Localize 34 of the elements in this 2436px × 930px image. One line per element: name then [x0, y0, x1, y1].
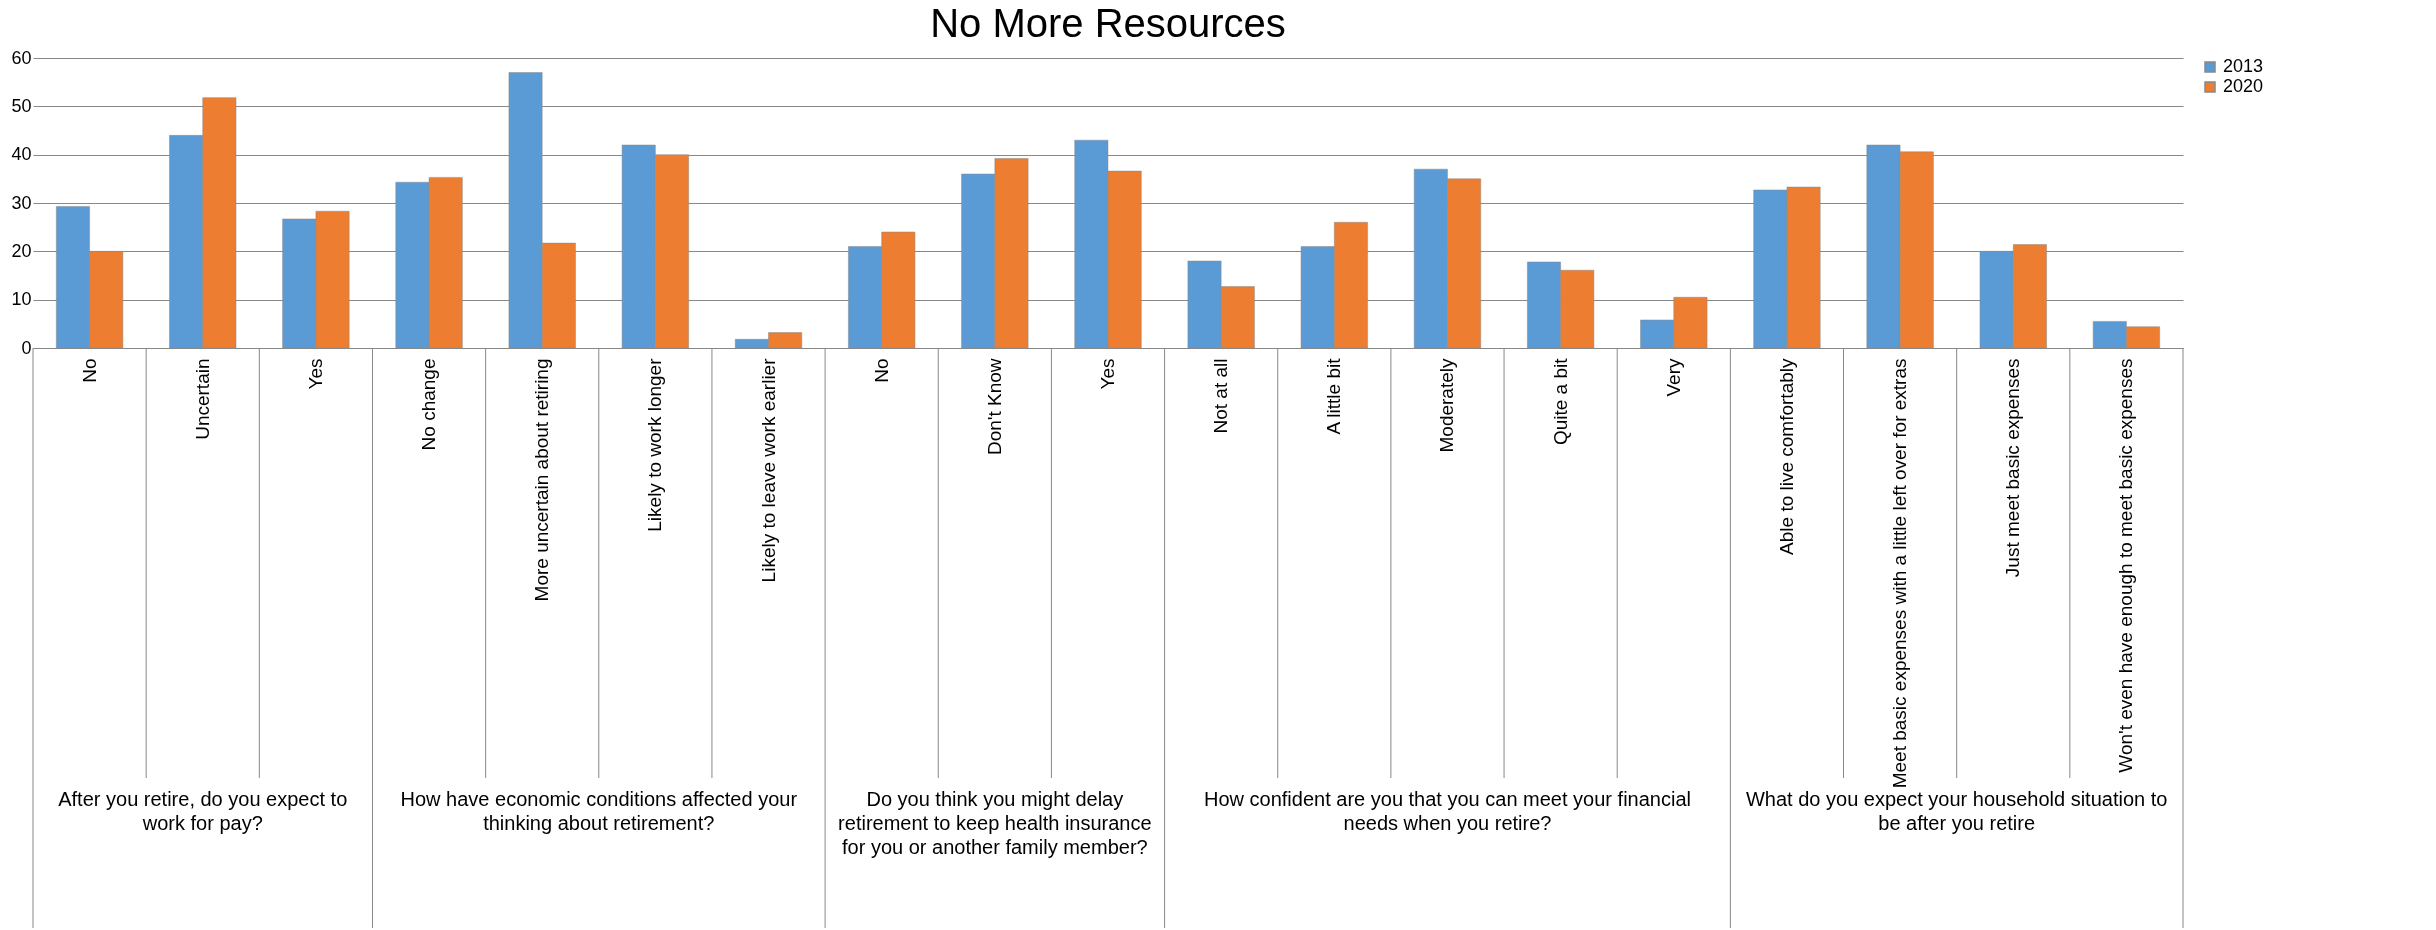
- x-tick-label: Won't even have enough to meet basic expenses: [2115, 358, 2137, 773]
- y-tick-label: 50: [11, 95, 32, 116]
- x-tick-label: Likely to leave work earlier: [757, 357, 779, 583]
- x-tick-label: Moderately: [1436, 358, 1458, 453]
- x-tick-label: No: [78, 358, 100, 383]
- x-tick-label: Just meet basic expenses: [2002, 358, 2024, 578]
- text: After you retire, do you expect to work for pay?: [58, 788, 348, 834]
- y-tick-label: 10: [11, 289, 32, 310]
- y-tick-label: 20: [11, 240, 32, 261]
- x-tick-label: Able to live comfortably: [1775, 358, 1797, 555]
- text: How confident are you that you can meet your financial needs when you retire?: [1204, 788, 1691, 834]
- chart-title: No More Resources: [930, 1, 1286, 45]
- x-tick-label: Very: [1662, 358, 1684, 397]
- y-tick-label: 30: [11, 192, 32, 213]
- x-tick-label: Uncertain: [191, 358, 213, 440]
- y-tick-label: 40: [11, 144, 32, 165]
- legend-label: 2020: [2223, 76, 2264, 96]
- x-tick-label: Quite a bit: [1549, 357, 1571, 446]
- x-tick-label: Meet basic expenses with a little left over for extras: [1889, 358, 1911, 789]
- x-tick-label: A little bit: [1323, 357, 1345, 435]
- text: Do you think you might delay retirement to keep health insurance for you or another family member?: [838, 788, 1152, 858]
- x-tick-label: No: [870, 358, 892, 383]
- y-tick-label: 0: [21, 337, 32, 358]
- y-tick-label: 60: [11, 47, 32, 68]
- x-tick-label: Not at all: [1210, 358, 1232, 434]
- x-tick-label: More uncertain about retiring: [531, 358, 553, 602]
- x-tick-label: Yes: [1097, 358, 1118, 390]
- x-tick-label: No change: [418, 358, 440, 451]
- legend-label: 2013: [2223, 56, 2264, 76]
- text: How have economic conditions affected your thinking about retirement?: [400, 788, 798, 834]
- x-tick-label: Don't Know: [983, 358, 1005, 456]
- text: What do you expect your household situation to be after you retire: [1745, 788, 2168, 834]
- x-tick-label: Yes: [304, 358, 326, 390]
- x-tick-label: Likely to work longer: [644, 357, 666, 532]
